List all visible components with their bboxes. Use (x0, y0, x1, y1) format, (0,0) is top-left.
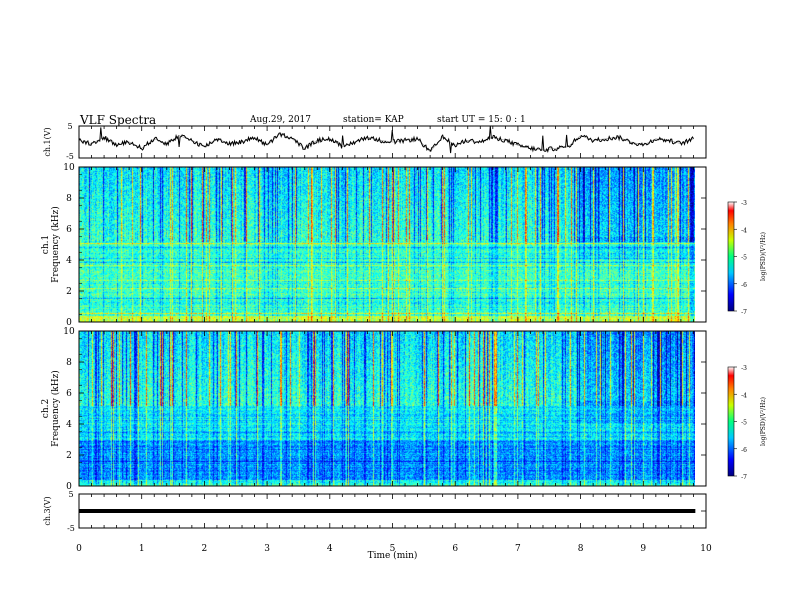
colorbar-tick-label: -7 (741, 474, 747, 481)
x-axis-label: Time (min) (368, 550, 418, 561)
y-tick-label: 0 (66, 482, 72, 492)
chart-title: VLF Spectra (80, 113, 157, 127)
ch3-voltage-axis-label: ch.3(V) (43, 496, 52, 525)
x-tick-label: 0 (76, 544, 82, 554)
x-tick-label: 9 (640, 544, 646, 554)
colorbar-tick-label: -3 (741, 365, 747, 372)
ch2-spectrogram (79, 331, 695, 486)
start-ut-label: start UT = 15: 0 : 1 (437, 115, 526, 125)
y-tick-label: -5 (67, 524, 75, 533)
y-tick-label: 8 (66, 358, 72, 368)
y-tick-label: 2 (66, 287, 72, 297)
y-tick-label: 4 (66, 420, 72, 430)
x-tick-label: 1 (139, 544, 145, 554)
ch2-colorbar-label: log(PSD)(V²/Hz) (760, 397, 767, 446)
x-tick-label: 10 (700, 544, 712, 554)
ch1-colorbar (727, 201, 735, 312)
colorbar-tick-label: -6 (741, 282, 747, 289)
colorbar-tick-label: -4 (741, 227, 747, 234)
ch1-waveform (78, 125, 694, 154)
y-tick-label: 10 (63, 327, 75, 337)
y-tick-label: 0 (66, 318, 72, 328)
y-tick-label: 2 (66, 451, 72, 461)
y-tick-label: 6 (66, 389, 72, 399)
y-tick-label: 8 (66, 194, 72, 204)
y-tick-label: 5 (67, 122, 72, 131)
y-tick-label: -5 (66, 152, 74, 161)
x-tick-label: 7 (515, 544, 521, 554)
colorbar-tick-label: -3 (741, 200, 747, 207)
y-tick-label: 10 (63, 163, 75, 173)
x-tick-label: 6 (452, 544, 458, 554)
date-label: Aug.29, 2017 (250, 115, 311, 125)
y-tick-label: 4 (66, 256, 72, 266)
colorbar-tick-label: -5 (741, 255, 747, 262)
ch1-voltage-axis-label: ch.1(V) (43, 127, 52, 156)
colorbar-tick-label: -7 (741, 309, 747, 316)
x-tick-label: 8 (578, 544, 584, 554)
axis-label-line: Frequency (kHz) (50, 370, 61, 447)
x-tick-label: 3 (264, 544, 270, 554)
ch1-spectrogram (79, 167, 695, 322)
colorbar-tick-label: -5 (741, 420, 747, 427)
colorbar-tick-label: -6 (741, 447, 747, 454)
ch1-colorbar-label: log(PSD)(V²/Hz) (760, 232, 767, 281)
x-tick-label: 5 (390, 544, 396, 554)
axis-label-line: ch.1 (41, 235, 51, 254)
ch2-colorbar (727, 366, 735, 477)
axis-label-line: ch.2 (41, 399, 51, 418)
colorbar-tick-label: -4 (741, 392, 747, 399)
y-tick-label: 5 (68, 490, 73, 499)
station-label: station= KAP (343, 115, 404, 125)
ch2-frequency-axis-label: ch.2Frequency (kHz) (41, 370, 61, 447)
ch1-frequency-axis-label: ch.1Frequency (kHz) (41, 206, 61, 283)
x-tick-label: 4 (327, 544, 333, 554)
x-tick-label: 2 (202, 544, 208, 554)
axis-label-line: Frequency (kHz) (50, 206, 61, 283)
y-tick-label: 6 (66, 225, 72, 235)
